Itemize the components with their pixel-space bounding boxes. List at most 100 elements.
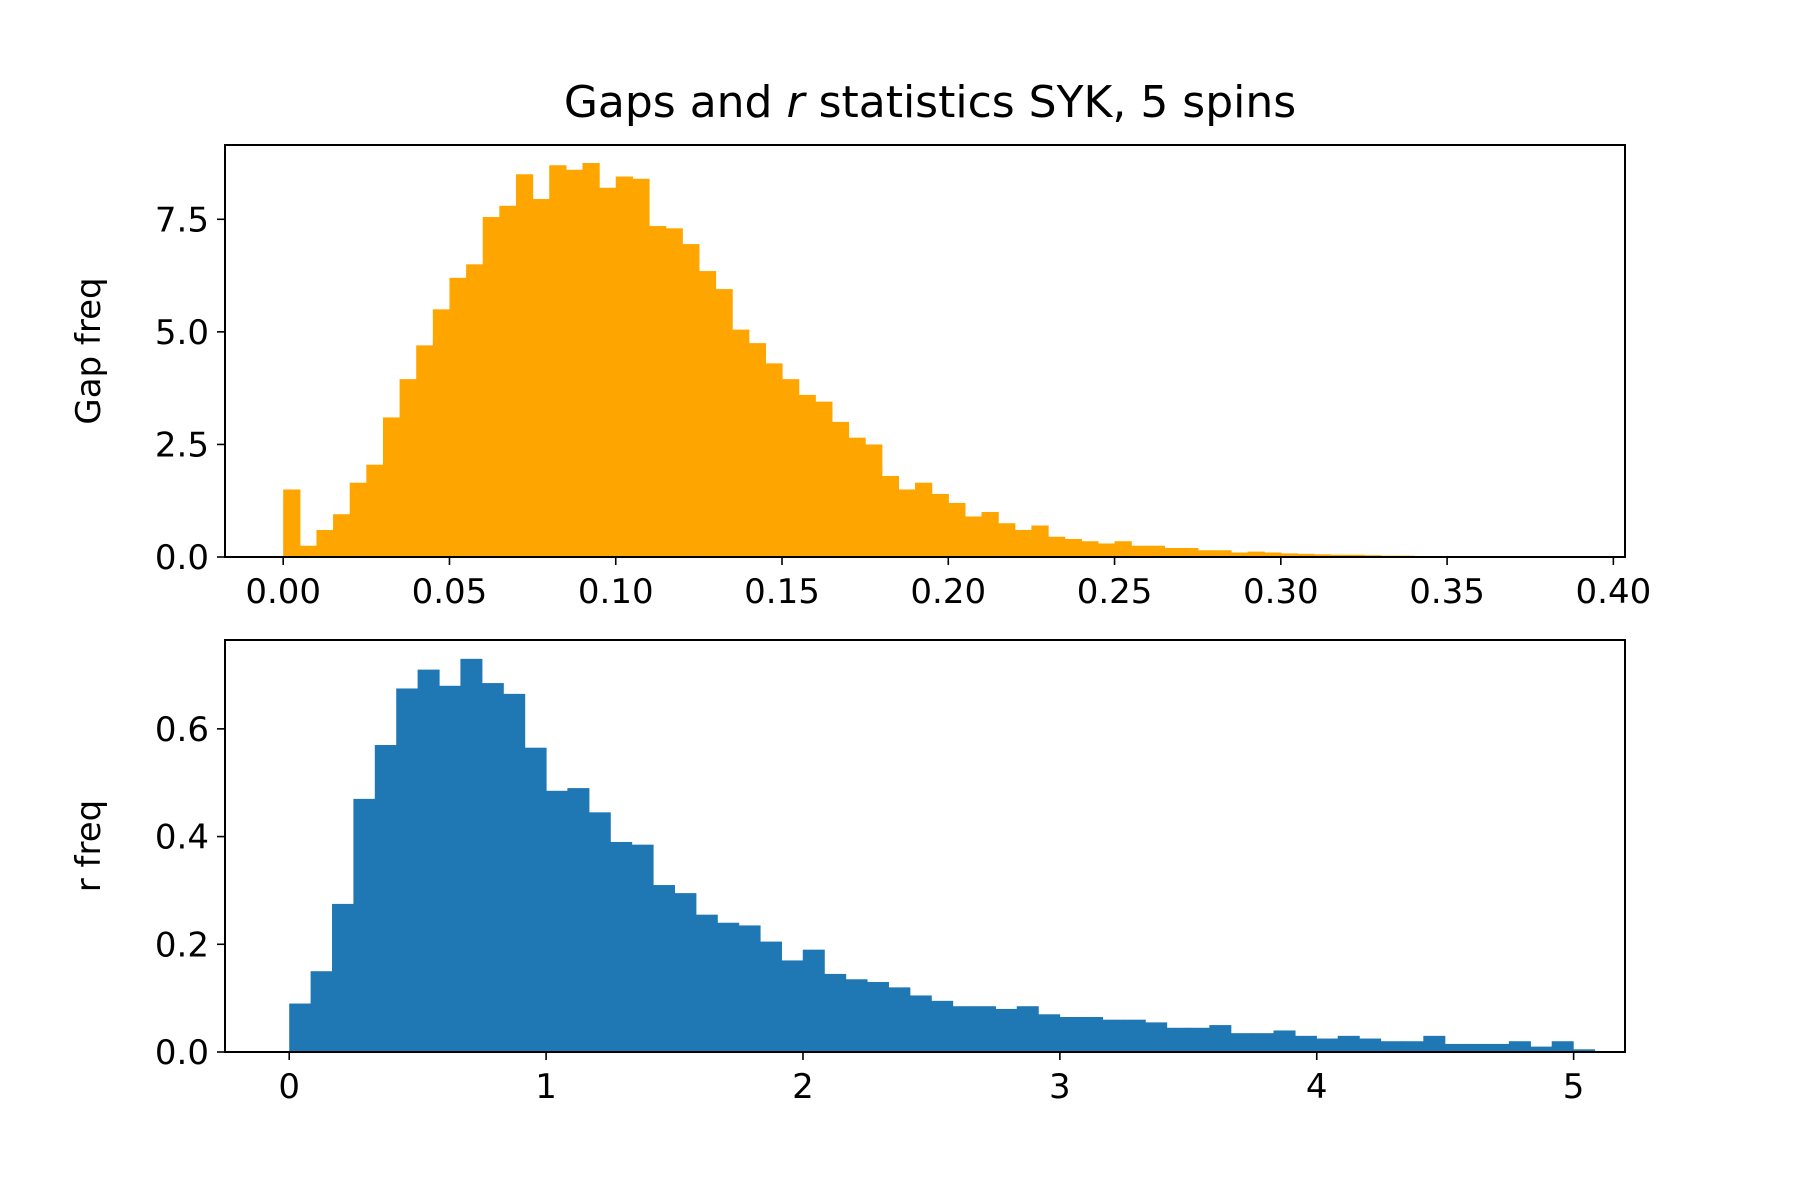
gap-histogram-bar xyxy=(1131,545,1149,557)
gap-histogram-bar xyxy=(948,502,966,557)
gap-histogram-bar xyxy=(1097,543,1116,557)
gap-histogram-bar xyxy=(765,363,783,557)
gap-histogram-bar xyxy=(599,187,617,557)
r-y-tick-label: 0.4 xyxy=(155,818,209,858)
r-histogram-bar xyxy=(652,885,675,1052)
gap-histogram-bar xyxy=(366,464,384,557)
gap-histogram-bar xyxy=(532,199,550,557)
r-histogram-bar xyxy=(460,658,483,1052)
r-histogram-bar xyxy=(396,688,419,1052)
gap-histogram-bar xyxy=(515,174,534,557)
gap-histogram-bar xyxy=(698,271,717,557)
r-histogram-bar xyxy=(1080,1016,1103,1052)
gap-histogram-bar xyxy=(831,421,850,557)
gap-histogram-bar xyxy=(432,309,451,557)
gap-histogram-bar xyxy=(798,394,816,557)
chart-title-suffix: statistics SYK, 5 spins xyxy=(805,77,1297,128)
gap-histogram-bar xyxy=(1214,550,1232,557)
r-x-tick-label: 2 xyxy=(792,1067,814,1107)
gap-axes-frame xyxy=(224,144,1626,558)
r-histogram-bar xyxy=(952,1006,975,1052)
r-histogram-bar xyxy=(931,1000,954,1052)
r-x-tick-label: 4 xyxy=(1306,1067,1328,1107)
r-histogram-bar xyxy=(759,941,782,1052)
gap-histogram-bar xyxy=(964,516,983,557)
gap-histogram-bar xyxy=(399,379,417,557)
r-histogram-bar xyxy=(888,987,911,1052)
r-histogram-bar xyxy=(1273,1030,1296,1052)
r-histogram-bar xyxy=(1401,1041,1424,1052)
r-histogram-bar xyxy=(1466,1043,1489,1052)
r-histogram-bar xyxy=(1059,1016,1082,1052)
r-histogram-bar xyxy=(417,669,440,1052)
r-histogram-bar xyxy=(845,979,868,1052)
gap-y-tick-label: 5.0 xyxy=(155,313,209,353)
r-histogram-bar xyxy=(1209,1025,1232,1052)
gap-histogram-bar xyxy=(316,529,334,557)
gap-histogram-bar xyxy=(1264,552,1282,557)
gap-histogram-bar xyxy=(1081,541,1099,557)
r-histogram-bar xyxy=(289,1003,312,1052)
r-histogram-bar xyxy=(567,788,590,1052)
r-histogram-bar xyxy=(781,960,804,1052)
r-histogram-bar xyxy=(1508,1041,1531,1052)
gap-y-tick-label: 0.0 xyxy=(155,538,209,578)
gap-y-tick-label: 7.5 xyxy=(155,200,209,240)
gap-histogram-bar xyxy=(333,514,351,557)
r-histogram-bar xyxy=(1102,1019,1125,1052)
r-histogram-bar xyxy=(738,925,761,1052)
r-histogram-bar xyxy=(310,971,333,1052)
r-histogram-bar xyxy=(1123,1019,1146,1052)
r-histogram-bar xyxy=(1337,1035,1360,1052)
gap-histogram-bar xyxy=(915,482,933,557)
gap-histogram-bar xyxy=(815,401,833,557)
r-x-tick-label: 5 xyxy=(1563,1067,1585,1107)
gap-histogram-bar xyxy=(416,345,434,557)
r-histogram-bar xyxy=(1038,1014,1061,1052)
gap-histogram-bar xyxy=(482,217,500,558)
r-histogram-bar xyxy=(374,745,397,1052)
gap-histogram-bar xyxy=(1230,552,1249,557)
gap-x-tick-label: 0.30 xyxy=(1243,572,1319,612)
gap-histogram-bar xyxy=(782,379,800,557)
gap-histogram-bar xyxy=(998,523,1016,557)
gap-histogram-bar xyxy=(1048,536,1066,557)
r-x-tick-label: 3 xyxy=(1049,1067,1071,1107)
r-y-axis-label: r freq xyxy=(69,800,109,893)
r-histogram-bar xyxy=(439,685,462,1052)
r-histogram-bar xyxy=(610,841,633,1052)
gap-histogram-bar xyxy=(1181,547,1199,557)
gap-x-tick-label: 0.35 xyxy=(1409,572,1485,612)
r-histogram-bar xyxy=(631,844,654,1052)
r-histogram-bar xyxy=(546,790,568,1052)
gap-histogram-bar xyxy=(1164,547,1182,557)
gap-histogram-bar xyxy=(648,226,667,558)
gap-histogram-bar xyxy=(1280,553,1299,557)
gap-x-tick-label: 0.25 xyxy=(1077,572,1153,612)
r-y-tick-label: 0.0 xyxy=(155,1033,209,1073)
gap-histogram-bar xyxy=(881,475,899,557)
gap-x-tick-label: 0.20 xyxy=(910,572,986,612)
gap-histogram-bar xyxy=(1197,550,1215,557)
r-histogram-bar xyxy=(1252,1033,1275,1052)
r-histogram-bar xyxy=(1359,1038,1382,1052)
gap-histogram-bar xyxy=(632,178,650,557)
gap-histogram-bar xyxy=(549,165,567,557)
r-x-tick-label: 0 xyxy=(278,1067,300,1107)
r-histogram-bar xyxy=(588,812,611,1052)
r-histogram-bar xyxy=(695,914,718,1052)
r-histogram-panel: 0 1 2 3 4 5 0.0 0.2 0.4 0.6 r freq xyxy=(69,639,1626,1107)
gap-histogram-bar xyxy=(283,489,301,557)
gap-histogram-bar xyxy=(299,545,318,557)
r-histogram-bar xyxy=(481,683,504,1052)
r-axes-frame xyxy=(224,639,1626,1053)
gap-histogram-bar xyxy=(466,264,484,557)
gap-histogram-bar xyxy=(748,343,766,557)
r-x-tick-label: 1 xyxy=(535,1067,557,1107)
r-histogram-bar xyxy=(1551,1041,1574,1052)
r-histogram-bar xyxy=(1230,1033,1253,1052)
gap-histogram-bar xyxy=(449,277,467,557)
r-histogram-bar xyxy=(1016,1006,1039,1052)
r-histogram-bar xyxy=(1294,1035,1317,1052)
